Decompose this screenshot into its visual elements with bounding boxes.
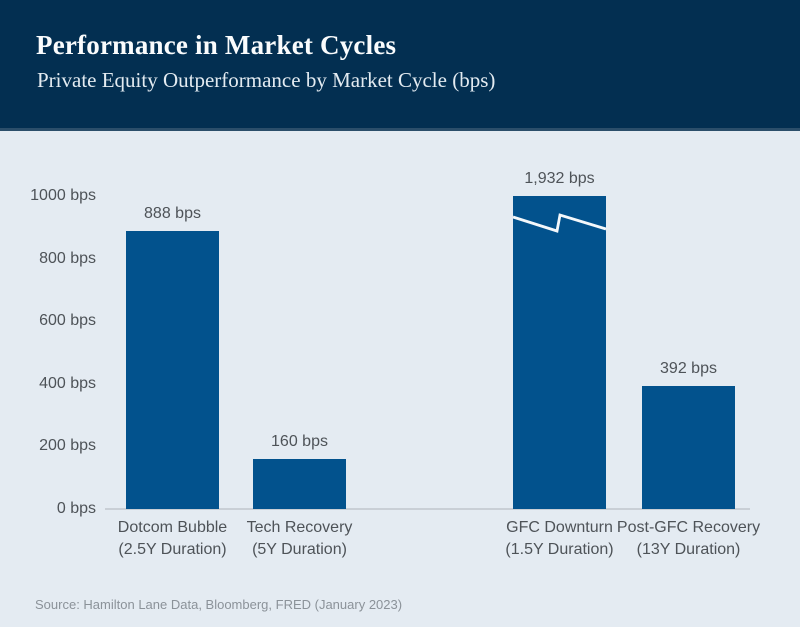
bar-tech-recovery: [253, 459, 346, 509]
y-axis-tick-label: 800 bps: [39, 249, 96, 267]
bar-value-label: 160 bps: [271, 433, 328, 450]
category-name: Tech Recovery: [246, 519, 353, 536]
header: Performance in Market Cycles Private Equ…: [0, 0, 800, 131]
bar-chart: 0 bps 200 bps 400 bps 600 bps 800 bps 1000 bp…: [0, 133, 800, 573]
category-duration: (1.5Y Duration): [505, 541, 614, 558]
axis-break-icon: [513, 213, 606, 233]
category-name: Dotcom Bubble: [117, 519, 228, 536]
category-duration: (13Y Duration): [636, 541, 741, 558]
category-duration: (5Y Duration): [252, 541, 347, 558]
bar-value-label: 1,932 bps: [524, 170, 595, 187]
bar-gfc-downturn: [513, 196, 606, 509]
bar-value-label: 392 bps: [660, 360, 717, 377]
x-axis-line: [105, 508, 750, 510]
bar-category-label: Dotcom Bubble (2.5Y Duration): [81, 517, 264, 561]
source-note: Source: Hamilton Lane Data, Bloomberg, F…: [35, 597, 403, 612]
bar-dotcom-bubble: [126, 231, 219, 509]
bar-post-gfc-recovery: [642, 386, 735, 509]
y-axis-tick-label: 200 bps: [39, 437, 96, 455]
bar-category-label: Post-GFC Recovery (13Y Duration): [597, 517, 780, 561]
category-name: GFC Downturn: [506, 519, 613, 536]
y-axis-tick-label: 0 bps: [56, 500, 96, 517]
category-name: Post-GFC Recovery: [616, 519, 761, 536]
bar-category-label: Tech Recovery (5Y Duration): [208, 517, 391, 561]
chart-subtitle: Private Equity Outperformance by Market …: [37, 68, 496, 92]
chart-title: Performance in Market Cycles: [36, 30, 397, 60]
y-axis-tick-label: 400 bps: [39, 374, 96, 392]
bar-value-label: 888 bps: [144, 205, 201, 222]
bar-category-label: GFC Downturn (1.5Y Duration): [468, 517, 651, 561]
category-duration: (2.5Y Duration): [118, 541, 227, 558]
y-axis-tick-label: 1000 bps: [30, 187, 96, 204]
y-axis-tick-label: 600 bps: [39, 312, 96, 330]
